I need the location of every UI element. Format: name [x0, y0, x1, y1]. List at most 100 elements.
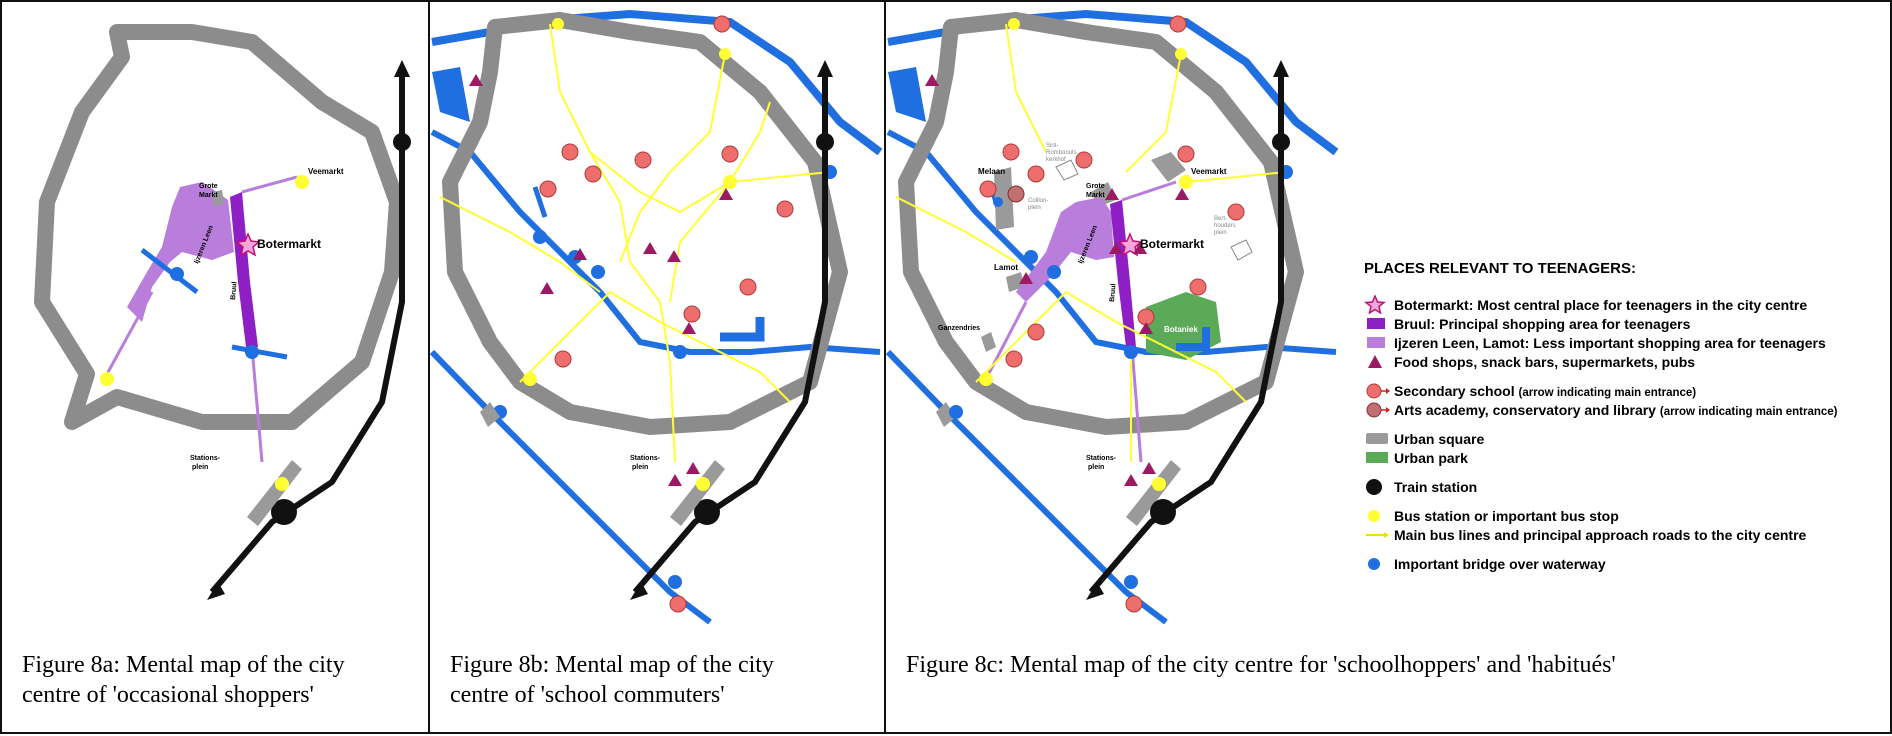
label-sint-romboutskerkhof: Romboouts	[1046, 150, 1077, 156]
school-icon	[554, 350, 572, 368]
purple-bar-icon	[1367, 318, 1385, 329]
school-icon	[1177, 145, 1195, 163]
grote-markt-square	[212, 190, 224, 206]
label-grote-markt: Markt	[1086, 192, 1105, 199]
railway-arrow-north	[817, 60, 833, 77]
legend-item: Train station	[1364, 477, 1884, 496]
school-icon	[634, 151, 652, 169]
lilac-street	[105, 291, 154, 375]
panel-school-commuters: Stations- plein Figure 8b: Mental map of…	[428, 0, 886, 734]
legend-title: PLACES RELEVANT TO TEENAGERS:	[1364, 260, 1636, 277]
school-icon	[1075, 151, 1093, 169]
waterway	[532, 186, 548, 218]
school-icon	[539, 180, 557, 198]
bridge	[231, 344, 288, 360]
triangle-icon	[1105, 188, 1119, 200]
schools	[979, 15, 1245, 613]
bridge-icon	[245, 345, 259, 359]
school-icon	[584, 165, 602, 183]
urban-square	[936, 402, 956, 427]
star-icon	[1364, 295, 1386, 314]
triangle-icon	[686, 462, 700, 474]
stationsplein-square	[247, 460, 302, 526]
bridge-icon	[170, 267, 184, 281]
figure-caption-8a: Figure 8a: Mental map of the city centre…	[22, 650, 345, 710]
square-icon	[1366, 433, 1388, 444]
lilac-street	[250, 346, 264, 463]
legend-label: Urban square	[1394, 430, 1485, 447]
waterway-basin	[1176, 327, 1210, 351]
figure-caption-8b: Figure 8b: Mental map of the city centre…	[450, 650, 774, 710]
legend-item: Important bridge over waterway	[1364, 554, 1884, 573]
legend-label: Train station	[1394, 478, 1478, 495]
legend-item: Arts academy, conservatory and library (…	[1364, 400, 1884, 419]
triangle-icon	[1109, 242, 1123, 254]
railway-arrow-south	[1086, 582, 1104, 600]
bus-stop-icon	[719, 48, 731, 60]
ring-road	[442, 12, 848, 435]
star-icon	[235, 232, 261, 257]
railway	[632, 72, 828, 594]
label-veemarkt: Veemarkt	[308, 167, 344, 176]
legend-label: Botermarkt: Most central place for teena…	[1394, 296, 1808, 313]
bridge-icon	[1368, 558, 1380, 570]
bridge-icon	[1124, 345, 1138, 359]
map-school-commuters: Stations- plein	[430, 9, 883, 625]
label-botermarkt: Botermarkt	[257, 237, 321, 251]
bus-stop-icon	[1368, 510, 1380, 522]
veemarkt-square	[1151, 152, 1186, 182]
waterway-basin	[720, 317, 765, 342]
bus-stop-icon	[979, 372, 993, 386]
bertheusplein-square	[1230, 239, 1253, 261]
train-station-icon	[1150, 499, 1176, 525]
ganzendries-square	[981, 332, 996, 352]
triangle-icon	[925, 74, 939, 86]
railway-arrow-south	[207, 582, 225, 600]
school-icon	[1027, 165, 1045, 183]
ring-road	[34, 24, 405, 430]
school-icon	[669, 595, 687, 613]
melaan-square	[994, 167, 1014, 230]
bridge-icon	[993, 197, 1003, 207]
legend-item: Urban park	[1364, 448, 1884, 467]
ring-road	[898, 12, 1304, 435]
railway-arrow-north	[1273, 60, 1289, 77]
schools	[539, 15, 794, 613]
urban-square	[480, 402, 500, 427]
figure-caption-8c: Figure 8c: Mental map of the city centre…	[906, 650, 1616, 680]
school-icon	[1169, 15, 1187, 33]
triangle-icon	[1133, 242, 1147, 254]
bruul-street	[230, 192, 258, 347]
caption-line: Figure 8b: Mental map of the city	[450, 652, 774, 678]
bus-stop-icon	[1008, 18, 1020, 30]
bus-stop-icon	[552, 18, 564, 30]
lilac-street	[241, 175, 298, 194]
triangle-icon	[1139, 322, 1153, 334]
stationsplein-square	[670, 460, 725, 526]
label-schuttersplein: plein	[1028, 205, 1041, 211]
railway	[209, 72, 405, 594]
bus-stop-icon	[1179, 175, 1193, 189]
train-station-icon	[694, 499, 720, 525]
label-botaniek: Botaniek	[1164, 325, 1198, 334]
label-sint-romboutskerkhof: kerkhof	[1046, 157, 1066, 163]
triangle-icon	[668, 474, 682, 486]
caption-line: Figure 8c: Mental map of the city centre…	[906, 652, 1616, 678]
train-station-icon	[393, 133, 411, 151]
stationsplein-square	[1126, 460, 1181, 526]
bridge-icon	[949, 405, 963, 419]
label-bertheusplein: plein	[1214, 230, 1227, 236]
ijzeren-leen-area	[127, 182, 234, 322]
bus-lines	[439, 23, 831, 463]
school-icon	[1227, 203, 1245, 221]
triangle-icon	[682, 322, 696, 334]
romboutskerkhof-square	[1055, 159, 1079, 181]
bus-stop-icon	[1175, 48, 1187, 60]
label-bertheusplein: Bert-	[1214, 216, 1227, 222]
lilac-street	[1130, 346, 1143, 463]
lilac-bar-icon	[1367, 337, 1385, 348]
bridge-icon	[533, 230, 547, 244]
lilac-street	[1121, 180, 1177, 202]
label-botermarkt: Botermarkt	[1140, 237, 1204, 251]
legend-item: Botermarkt: Most central place for teena…	[1364, 295, 1884, 314]
